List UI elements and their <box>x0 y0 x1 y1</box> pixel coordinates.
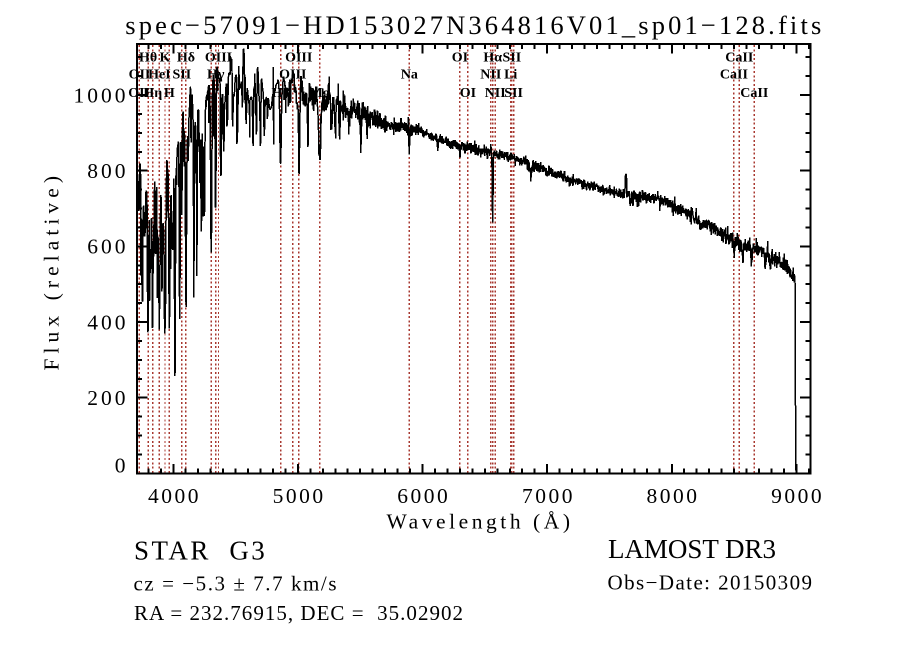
svg-text:H: H <box>164 86 175 101</box>
svg-text:CaII: CaII <box>725 50 753 65</box>
svg-text:NII: NII <box>485 86 506 101</box>
svg-text:9000: 9000 <box>771 484 822 508</box>
svg-text:LAMOST DR3: LAMOST DR3 <box>608 534 776 564</box>
svg-text:spec−57091−HD153027N364816V01_: spec−57091−HD153027N364816V01_sp01−128.f… <box>125 10 821 40</box>
svg-text:400: 400 <box>87 310 128 334</box>
svg-text:OII: OII <box>129 68 151 83</box>
svg-text:Wavelength (Å): Wavelength (Å) <box>387 509 571 533</box>
svg-text:OIII: OIII <box>279 68 306 83</box>
svg-text:Li: Li <box>504 68 517 83</box>
svg-text:Hδ: Hδ <box>177 50 195 65</box>
svg-text:600: 600 <box>87 235 128 259</box>
svg-text:G: G <box>206 86 217 101</box>
svg-text:200: 200 <box>87 386 128 410</box>
svg-text:RA = 232.76915, DEC = 35.0290: RA = 232.76915, DEC = 35.02902 <box>134 601 463 625</box>
svg-text:SII: SII <box>504 86 523 101</box>
svg-text:Na: Na <box>401 68 418 83</box>
svg-text:Hγ: Hγ <box>207 68 225 83</box>
svg-text:SII: SII <box>502 50 521 65</box>
svg-text:CaII: CaII <box>740 86 768 101</box>
svg-text:cz = −5.3 ± 7.7 km/s: cz = −5.3 ± 7.7 km/s <box>134 572 337 596</box>
svg-text:7000: 7000 <box>522 484 573 508</box>
svg-text:Mg: Mg <box>310 86 330 101</box>
svg-text:K: K <box>160 50 171 65</box>
svg-text:0: 0 <box>115 454 129 478</box>
svg-text:OIII: OIII <box>205 50 232 65</box>
svg-text:SII: SII <box>172 68 191 83</box>
svg-text:800: 800 <box>87 159 128 183</box>
svg-text:Hα: Hα <box>483 50 502 65</box>
svg-text:4000: 4000 <box>148 484 199 508</box>
svg-text:Hβ: Hβ <box>271 86 289 101</box>
svg-text:OIII: OIII <box>285 50 312 65</box>
svg-text:OII: OII <box>128 86 150 101</box>
svg-text:HeI: HeI <box>148 68 171 83</box>
svg-text:Hθ: Hθ <box>139 50 157 65</box>
svg-text:OI: OI <box>460 86 476 101</box>
svg-text:CaII: CaII <box>720 68 748 83</box>
svg-text:NII: NII <box>480 68 501 83</box>
svg-text:Flux (relative): Flux (relative) <box>40 176 64 371</box>
svg-text:1000: 1000 <box>74 83 129 107</box>
svg-text:Obs−Date: 20150309: Obs−Date: 20150309 <box>608 571 813 595</box>
svg-text:STAR G3: STAR G3 <box>134 535 265 565</box>
svg-text:Hη: Hη <box>143 86 162 101</box>
svg-text:OI: OI <box>452 50 468 65</box>
svg-text:6000: 6000 <box>397 484 448 508</box>
svg-text:8000: 8000 <box>647 484 698 508</box>
svg-text:5000: 5000 <box>273 484 324 508</box>
